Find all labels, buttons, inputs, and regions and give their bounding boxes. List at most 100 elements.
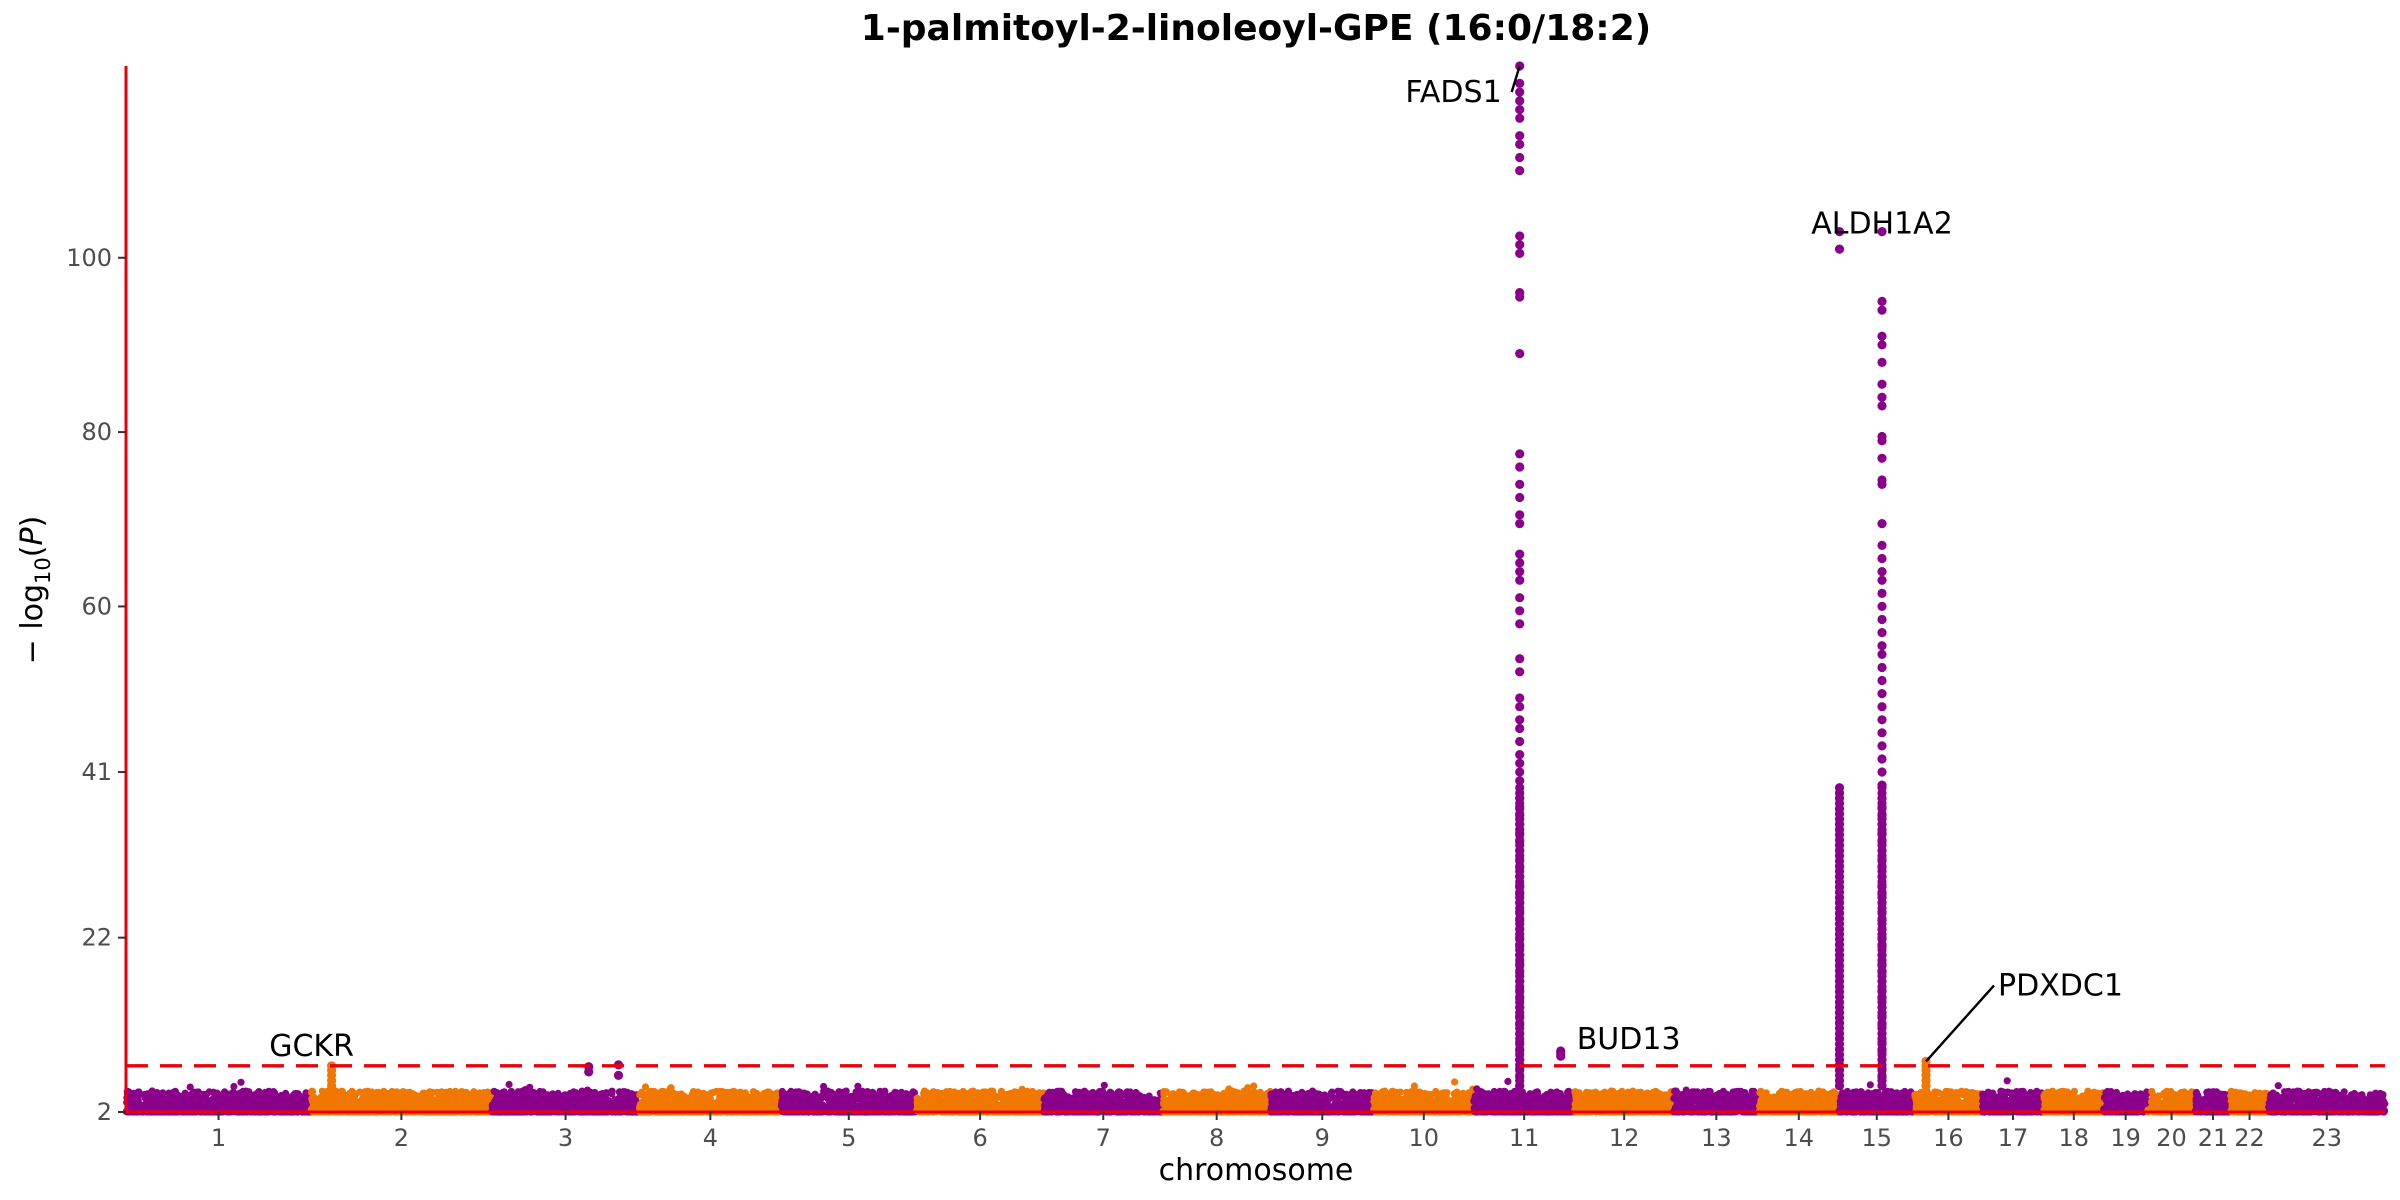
snp-point [377,1098,385,1106]
snp-point [179,1093,187,1101]
snp-point [826,1097,834,1105]
snp-point [341,1099,349,1107]
snp-point [129,1091,137,1099]
snp-point [267,1096,275,1104]
chart-title: 1-palmitoyl-2-linoleoyl-GPE (16:0/18:2) [861,8,1651,49]
snp-point [646,1090,654,1098]
snp-point [530,1088,538,1097]
snp-point [282,1100,290,1109]
snp-point [407,1103,415,1111]
snp-point [544,1095,553,1103]
snp-point [630,1098,638,1106]
snp-point [389,1097,397,1105]
snp-point [451,1087,460,1095]
snp-point [229,1094,237,1102]
snp-point [840,1088,848,1096]
snp-point [505,1080,513,1089]
snp-point [203,1090,211,1098]
snp-point [802,1100,810,1108]
snp-point [727,1100,735,1108]
snp-point [145,1093,154,1101]
snp-point [505,1096,513,1104]
snp-point [373,1088,381,1097]
snp-point [781,1096,789,1104]
snp-point [588,1097,596,1105]
snp-point [449,1094,457,1102]
snp-point [684,1103,692,1111]
snp-point [364,1094,372,1103]
snp-point [866,1096,874,1104]
snp-point [886,1094,895,1103]
snp-point [237,1091,245,1099]
snp-point [778,1102,786,1110]
snp-point [322,1102,330,1110]
snp-point [902,1090,910,1098]
snp-point [279,1093,287,1101]
snp-point [752,1093,760,1102]
snp-point [531,1095,540,1103]
snp-point [193,1088,201,1096]
snp-point [909,1088,917,1096]
snp-point [493,1101,501,1109]
snp-point [615,1100,623,1108]
snp-point [554,1094,562,1102]
snp-point [844,1096,852,1104]
snp-point [314,1100,322,1109]
snp-point [539,1088,547,1096]
snp-point [756,1100,765,1108]
snp-point [873,1100,881,1108]
snp-point [551,1104,559,1112]
snp-point [729,1087,738,1095]
snp-point [167,1091,175,1099]
snp-point [440,1100,448,1108]
snp-point [261,1089,269,1097]
snp-point [654,1102,662,1110]
snp-point [186,1083,194,1091]
snp-point [570,1088,578,1096]
snp-point [380,1090,388,1098]
snp-point [573,1101,581,1110]
snp-point [411,1097,420,1105]
snp-point [295,1094,303,1102]
snp-point [291,1090,299,1098]
snp-point [539,1102,547,1111]
snp-point [461,1093,469,1102]
snp-point [808,1092,817,1101]
snp-point [880,1090,888,1098]
snp-point [688,1090,697,1098]
snp-point [693,1098,701,1106]
snp-point [795,1088,803,1096]
snp-point [599,1095,607,1103]
snp-point [820,1082,828,1091]
snp-point [429,1088,437,1096]
snp-point [602,1102,610,1110]
snp-point [657,1088,665,1096]
snp-point [230,1082,238,1091]
snp-point [664,1095,673,1103]
snp-point [321,1094,329,1102]
snp-point [244,1103,252,1111]
snp-point [157,1096,165,1104]
snp-point [641,1083,650,1091]
snp-point [208,1097,216,1105]
snp-point [477,1091,485,1099]
snp-point [517,1101,526,1109]
snp-point [302,1089,310,1097]
snp-point [669,1089,677,1097]
snp-point [217,1096,225,1104]
snp-point [396,1089,404,1097]
snp-point [706,1096,714,1104]
snp-point [835,1097,844,1105]
snp-point [463,1103,471,1111]
snp-point [308,1089,316,1097]
snp-point [494,1093,502,1101]
snp-point [423,1095,432,1103]
snp-point [330,1100,338,1108]
snp-point [237,1078,245,1086]
snp-point [815,1099,823,1107]
snp-point [346,1090,355,1098]
snp-point [250,1093,258,1102]
snp-point [855,1093,863,1101]
